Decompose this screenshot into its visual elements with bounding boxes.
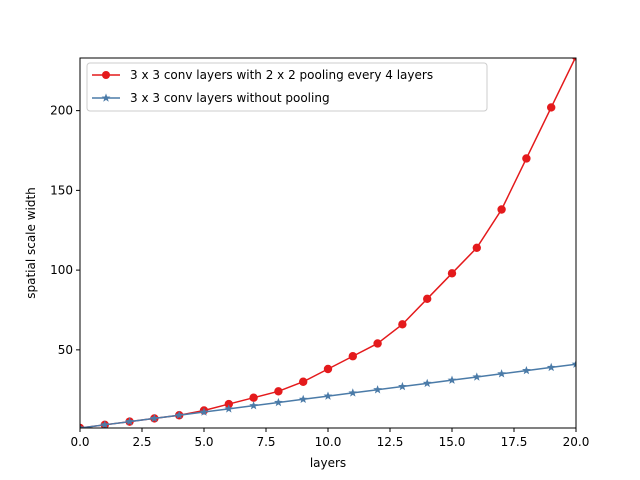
x-tick-label: 20.0 — [563, 435, 590, 449]
data-point — [348, 388, 358, 397]
legend-label-pooling: 3 x 3 conv layers with 2 x 2 pooling eve… — [130, 68, 433, 82]
data-point — [447, 269, 457, 278]
data-point — [398, 320, 407, 329]
data-point — [323, 391, 333, 400]
data-point — [522, 365, 531, 375]
legend-label-no-pooling: 3 x 3 conv layers without pooling — [130, 91, 330, 105]
data-point — [199, 407, 209, 416]
legend-box — [86, 62, 488, 112]
x-tick-label: 15.0 — [439, 435, 466, 449]
y-axis-label: spatial scale width — [24, 187, 38, 299]
data-point — [224, 399, 233, 409]
data-point — [497, 369, 506, 378]
data-point — [274, 387, 283, 396]
data-point — [323, 364, 333, 374]
data-point — [547, 103, 556, 112]
x-tick-label: 7.5 — [256, 435, 275, 449]
data-point — [174, 410, 184, 419]
y-axis: 50 100 150 200 — [50, 104, 80, 357]
data-point — [546, 362, 556, 372]
data-point — [80, 423, 85, 428]
data-point — [373, 385, 382, 394]
data-point — [298, 394, 308, 404]
data-point — [472, 372, 482, 381]
data-point — [572, 58, 576, 61]
data-point — [249, 393, 258, 402]
x-tick-label: 0.0 — [70, 435, 89, 449]
data-point — [125, 417, 134, 426]
data-point — [224, 404, 234, 413]
data-point — [422, 378, 432, 388]
data-point — [100, 420, 110, 428]
data-point — [497, 205, 506, 214]
x-tick-label: 10.0 — [315, 435, 342, 449]
data-point — [274, 397, 283, 407]
x-tick-label: 5.0 — [194, 435, 213, 449]
y-tick-label: 100 — [50, 263, 73, 277]
x-axis-label: layers — [310, 456, 346, 470]
legend-marker-pooling — [102, 71, 110, 79]
y-tick-label: 50 — [58, 343, 73, 357]
y-tick-label: 200 — [50, 104, 73, 118]
data-point — [299, 377, 308, 386]
data-point — [249, 401, 258, 410]
data-point — [150, 413, 159, 423]
data-point — [398, 381, 407, 391]
x-tick-label: 2.5 — [132, 435, 151, 449]
data-point — [348, 352, 357, 361]
data-point — [373, 339, 382, 348]
data-point — [522, 154, 531, 163]
x-tick-label: 17.5 — [501, 435, 528, 449]
x-axis: 0.0 2.5 5.0 7.5 10.0 12.5 15.0 17.5 20.0 — [70, 428, 589, 449]
data-point — [472, 243, 481, 252]
legend-marker-no-pooling — [101, 93, 111, 102]
data-point — [447, 375, 457, 384]
y-tick-label: 150 — [50, 183, 73, 197]
data-point — [423, 294, 432, 304]
series-layer — [80, 58, 576, 428]
data-point — [571, 359, 576, 368]
legend: 3 x 3 conv layers with 2 x 2 pooling eve… — [86, 62, 488, 112]
x-tick-label: 12.5 — [377, 435, 404, 449]
